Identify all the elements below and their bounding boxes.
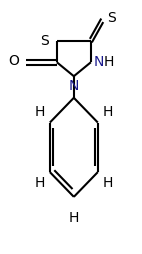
Text: H: H [34, 105, 45, 119]
Text: H: H [103, 105, 113, 119]
Text: S: S [107, 11, 116, 25]
Text: N: N [69, 79, 79, 93]
Text: H: H [103, 176, 113, 190]
Text: H: H [34, 176, 45, 190]
Text: O: O [8, 54, 19, 68]
Text: S: S [40, 34, 49, 48]
Text: H: H [69, 211, 79, 226]
Text: H: H [104, 55, 114, 69]
Text: N: N [94, 55, 104, 69]
